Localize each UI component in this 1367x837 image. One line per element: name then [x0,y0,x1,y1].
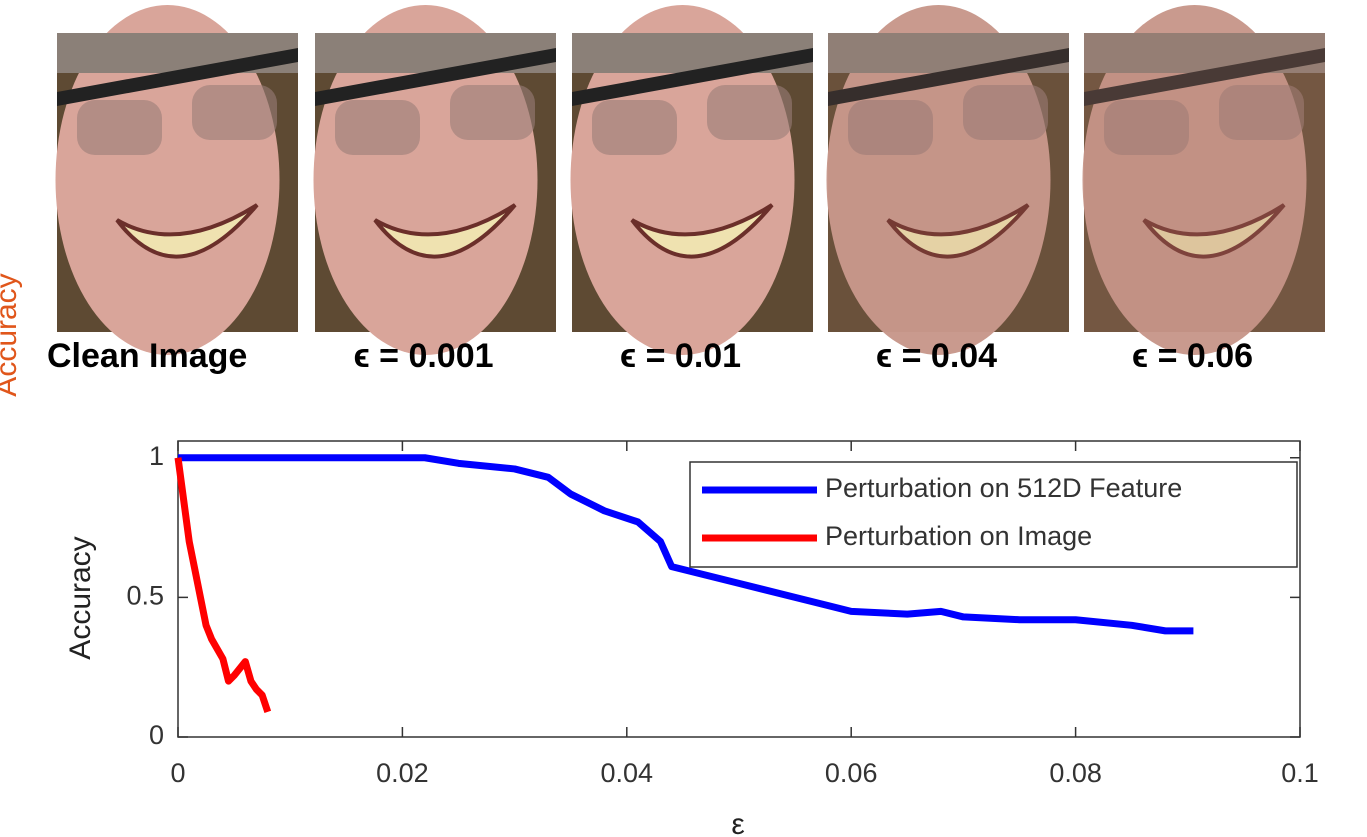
glasses [315,48,556,106]
glasses [57,48,298,106]
x-axis-label: ε [731,808,744,837]
noise-overlay [1084,33,1325,332]
smile [886,203,1030,259]
lens-left [592,100,677,155]
face-image [570,5,813,355]
face-image [55,5,298,355]
legend-box [689,461,1298,568]
face-image [313,5,556,355]
data-line [178,454,1194,635]
lens-left [77,100,162,155]
panel-caption: Clean Image [47,337,247,375]
panel-caption: ϵ = 0.01 [620,337,741,375]
x-tick-label: 0.1 [1281,758,1319,788]
x-tick-label: 0.06 [825,758,878,788]
side-label: Accuracy [0,273,23,396]
lens-left [1104,100,1189,155]
legend-label: Perturbation on Image [825,521,1092,551]
lens-right [1219,85,1304,140]
lens-left [335,100,420,155]
face-image [826,5,1069,355]
smile [373,203,517,259]
lens-right [963,85,1048,140]
noise-overlay [828,33,1069,332]
smile [115,203,259,259]
smile [1142,203,1286,259]
legend-label: Perturbation on 512D Feature [825,473,1182,503]
y-tick-label: 0.5 [126,581,164,611]
y-axis-label: Accuracy [64,536,97,659]
glasses [1084,48,1325,106]
glasses [828,48,1069,106]
lens-right [450,85,535,140]
x-tick-label: 0 [170,758,185,788]
y-tick-label: 1 [149,441,164,471]
panel-caption: ϵ = 0.04 [876,337,997,375]
x-tick-label: 0.02 [376,758,429,788]
y-tick-label: 0 [149,720,164,750]
face-image [1082,5,1325,355]
lens-right [707,85,792,140]
panel-caption: ϵ = 0.06 [1132,337,1253,375]
x-tick-label: 0.04 [601,758,654,788]
lens-left [848,100,933,155]
data-line [174,457,272,713]
smile [630,203,774,259]
panel-caption: ϵ = 0.001 [353,337,493,375]
glasses [572,48,813,106]
lens-right [192,85,277,140]
x-tick-label: 0.08 [1049,758,1102,788]
